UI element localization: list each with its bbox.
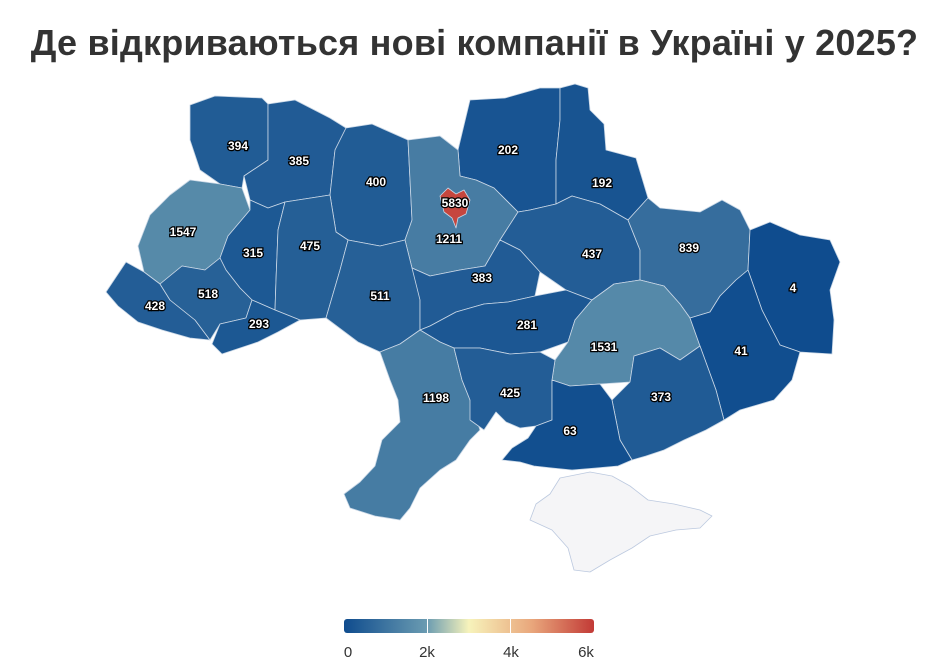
value-label-kirovohrad: 281 — [517, 318, 537, 332]
value-label-chernihiv: 202 — [498, 143, 518, 157]
legend-label-2k: 2k — [419, 644, 435, 661]
value-label-volyn: 394 — [228, 139, 248, 153]
region-mykolaiv[interactable] — [453, 347, 556, 431]
region-zakarpattia[interactable] — [105, 261, 211, 341]
value-label-khmelnytskyi: 475 — [300, 239, 320, 253]
value-label-poltava: 437 — [582, 247, 602, 261]
value-label-chernivtsi: 293 — [249, 317, 269, 331]
legend-label-0: 0 — [343, 644, 353, 661]
value-label-kyiv-city: 5830 — [442, 196, 469, 210]
value-label-dnipropetrovsk: 1531 — [591, 340, 618, 354]
value-label-cherkasy: 383 — [472, 271, 492, 285]
region-chernivtsi[interactable] — [211, 299, 301, 355]
value-label-lviv: 1547 — [170, 225, 197, 239]
region-odesa[interactable] — [343, 329, 481, 521]
value-label-ternopil: 315 — [243, 246, 263, 260]
value-label-sumy: 192 — [592, 176, 612, 190]
value-label-zakarpattia: 428 — [145, 299, 165, 313]
region-kyiv-city[interactable] — [439, 187, 471, 229]
legend-label-4k: 4k — [503, 644, 519, 661]
value-label-mykolaiv: 425 — [500, 386, 520, 400]
value-label-ivano-frankivsk: 518 — [198, 287, 218, 301]
color-scale-legend — [344, 619, 594, 633]
value-label-kharkiv: 839 — [679, 241, 699, 255]
value-label-vinnytsia: 511 — [370, 289, 390, 303]
value-label-zhytomyr: 400 — [366, 175, 386, 189]
value-label-kyiv-oblast: 1211 — [436, 232, 462, 246]
region-crimea[interactable] — [529, 471, 713, 573]
value-label-odesa: 1198 — [423, 391, 449, 405]
value-label-kherson: 63 — [563, 424, 577, 438]
value-label-luhansk: 4 — [790, 281, 797, 295]
region-kherson[interactable] — [501, 379, 633, 471]
legend-label-6k: 6k — [578, 644, 594, 661]
legend-tick — [510, 619, 511, 633]
value-label-rivne: 385 — [289, 154, 309, 168]
value-label-donetsk: 41 — [734, 344, 748, 358]
map-title: Де відкриваються нові компанії в Україні… — [30, 22, 919, 63]
legend-tick — [427, 619, 428, 633]
value-label-zaporizhzhia: 373 — [651, 390, 671, 404]
